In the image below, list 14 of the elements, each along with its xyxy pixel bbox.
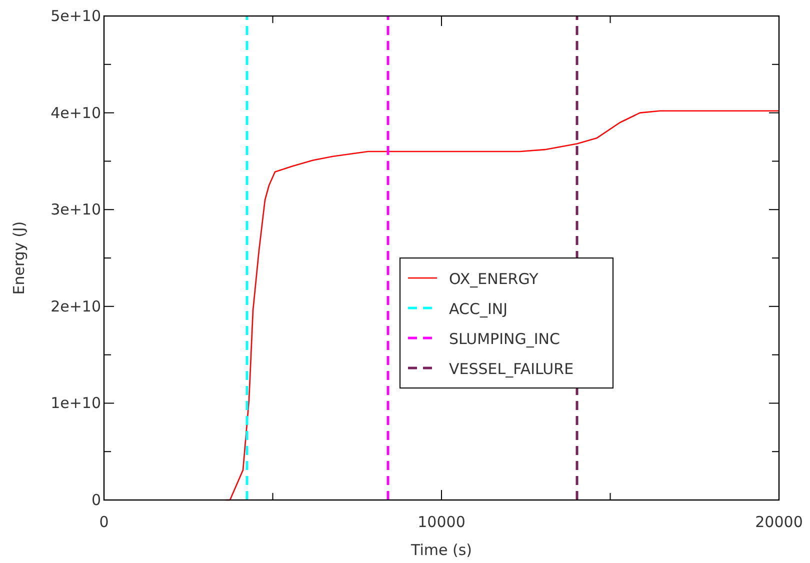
y-tick-label: 4e+10 (50, 104, 101, 122)
legend-label: SLUMPING_INC (449, 330, 560, 348)
legend-label: ACC_INJ (449, 300, 508, 318)
y-tick-label: 1e+10 (50, 394, 101, 412)
y-axis-title: Energy (J) (10, 221, 28, 295)
y-tick-label: 0 (91, 491, 101, 509)
x-tick-label: 20000 (755, 513, 803, 531)
legend-label: OX_ENERGY (449, 270, 540, 288)
y-tick-label: 2e+10 (50, 297, 101, 316)
x-tick-label: 10000 (418, 513, 466, 531)
y-tick-label: 3e+10 (50, 200, 101, 219)
y-tick-label: 5e+10 (50, 7, 101, 25)
legend-label: VESSEL_FAILURE (449, 360, 574, 378)
x-axis-title: Time (s) (410, 541, 472, 559)
